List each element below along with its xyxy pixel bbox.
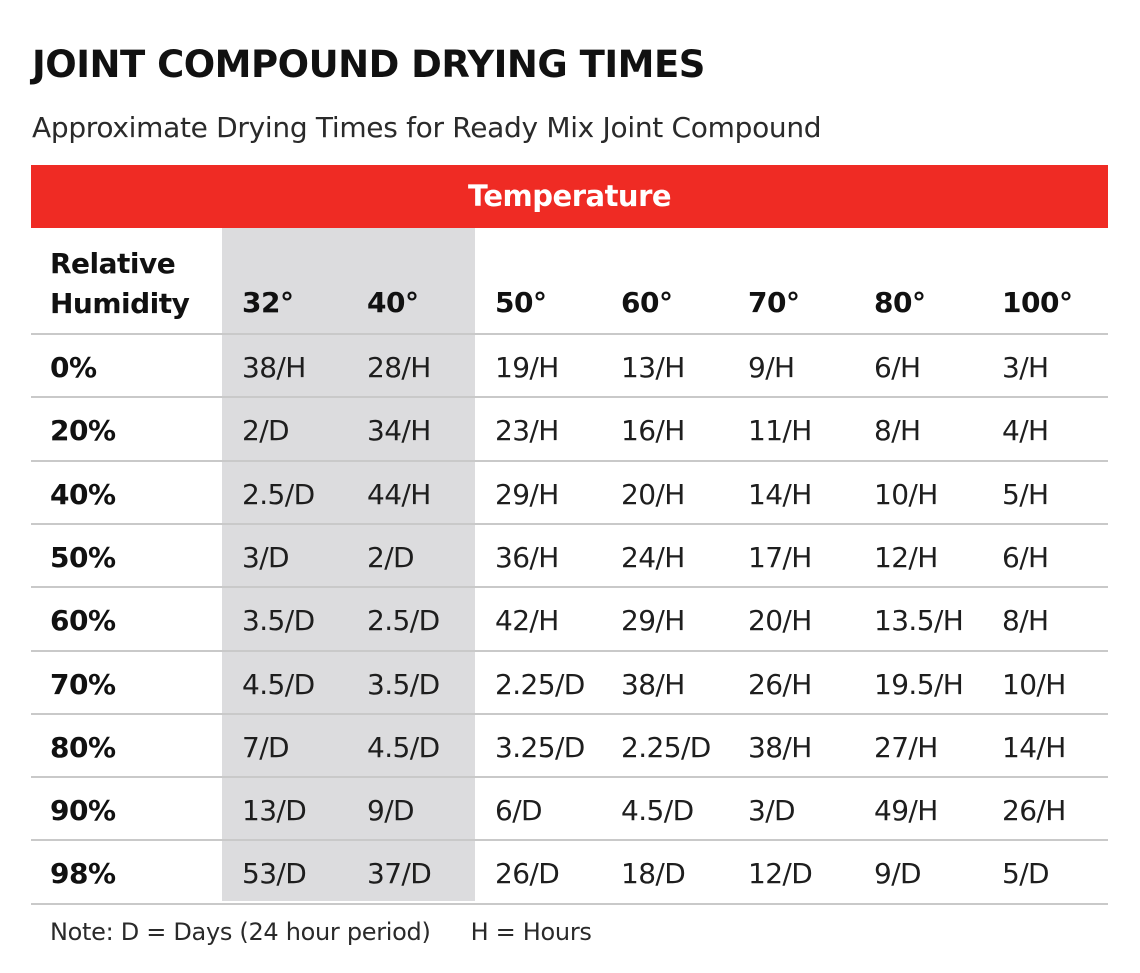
table-cell: 34/H bbox=[367, 414, 431, 447]
table-cell: 44/H bbox=[367, 478, 431, 511]
row-divider bbox=[31, 713, 1108, 715]
table-cell: 20/H bbox=[748, 604, 812, 637]
chart-subtitle: Approximate Drying Times for Ready Mix J… bbox=[32, 111, 822, 144]
row-header-5: 70% bbox=[50, 668, 116, 701]
column-header-0: 32° bbox=[242, 286, 294, 319]
table-cell: 7/D bbox=[242, 731, 290, 764]
note-hours-legend: H = Hours bbox=[470, 918, 592, 946]
table-cell: 11/H bbox=[748, 414, 812, 447]
table-cell: 12/H bbox=[874, 541, 938, 574]
table-cell: 13/H bbox=[621, 351, 685, 384]
table-cell: 9/H bbox=[748, 351, 795, 384]
row-header-3: 50% bbox=[50, 541, 116, 574]
row-divider bbox=[31, 523, 1108, 525]
row-divider bbox=[31, 903, 1108, 905]
column-header-5: 80° bbox=[874, 286, 926, 319]
row-header-7: 90% bbox=[50, 794, 116, 827]
table-cell: 3/D bbox=[748, 794, 796, 827]
table-cell: 2.5/D bbox=[367, 604, 440, 637]
table-cell: 9/D bbox=[367, 794, 415, 827]
table-cell: 14/H bbox=[1002, 731, 1066, 764]
column-header-4: 70° bbox=[748, 286, 800, 319]
table-cell: 2/D bbox=[367, 541, 415, 574]
column-header-3: 60° bbox=[621, 286, 673, 319]
column-header-2: 50° bbox=[495, 286, 547, 319]
table-cell: 3.25/D bbox=[495, 731, 585, 764]
temperature-header-band: Temperature bbox=[31, 165, 1108, 228]
row-header-4: 60% bbox=[50, 604, 116, 637]
table-cell: 29/H bbox=[621, 604, 685, 637]
table-cell: 42/H bbox=[495, 604, 559, 637]
table-cell: 24/H bbox=[621, 541, 685, 574]
table-cell: 37/D bbox=[367, 857, 432, 890]
table-cell: 20/H bbox=[621, 478, 685, 511]
row-divider bbox=[31, 333, 1108, 335]
row-divider bbox=[31, 776, 1108, 778]
table-cell: 5/D bbox=[1002, 857, 1050, 890]
table-cell: 3.5/D bbox=[367, 668, 440, 701]
note-days-legend: Note: D = Days (24 hour period) bbox=[50, 918, 431, 946]
table-cell: 13.5/H bbox=[874, 604, 964, 637]
relative-humidity-header: Relative Humidity bbox=[50, 244, 190, 324]
row-header-0: 0% bbox=[50, 351, 97, 384]
table-cell: 2.25/D bbox=[495, 668, 585, 701]
table-cell: 3.5/D bbox=[242, 604, 315, 637]
below-freezing-shaded-columns bbox=[222, 228, 475, 901]
table-cell: 28/H bbox=[367, 351, 431, 384]
table-cell: 4.5/D bbox=[367, 731, 440, 764]
table-cell: 8/H bbox=[1002, 604, 1049, 637]
table-note: Note: D = Days (24 hour period) H = Hours bbox=[50, 914, 592, 950]
table-cell: 12/D bbox=[748, 857, 813, 890]
table-cell: 2/D bbox=[242, 414, 290, 447]
row-divider bbox=[31, 460, 1108, 462]
row-header-6: 80% bbox=[50, 731, 116, 764]
table-cell: 2.5/D bbox=[242, 478, 315, 511]
table-cell: 26/D bbox=[495, 857, 560, 890]
table-cell: 19/H bbox=[495, 351, 559, 384]
table-cell: 9/D bbox=[874, 857, 922, 890]
table-cell: 19.5/H bbox=[874, 668, 964, 701]
table-cell: 26/H bbox=[1002, 794, 1066, 827]
table-cell: 10/H bbox=[874, 478, 938, 511]
table-cell: 27/H bbox=[874, 731, 938, 764]
table-cell: 14/H bbox=[748, 478, 812, 511]
relative-humidity-header-line-1: Relative bbox=[50, 247, 176, 280]
table-cell: 3/D bbox=[242, 541, 290, 574]
table-cell: 2.25/D bbox=[621, 731, 711, 764]
table-cell: 6/H bbox=[1002, 541, 1049, 574]
table-cell: 49/H bbox=[874, 794, 938, 827]
table-cell: 53/D bbox=[242, 857, 307, 890]
row-header-1: 20% bbox=[50, 414, 116, 447]
chart-title: JOINT COMPOUND DRYING TIMES bbox=[32, 43, 705, 86]
table-cell: 38/H bbox=[748, 731, 812, 764]
table-cell: 38/H bbox=[242, 351, 306, 384]
column-header-1: 40° bbox=[367, 286, 419, 319]
row-divider bbox=[31, 839, 1108, 841]
table-cell: 26/H bbox=[748, 668, 812, 701]
table-cell: 8/H bbox=[874, 414, 921, 447]
table-cell: 6/H bbox=[874, 351, 921, 384]
column-header-6: 100° bbox=[1002, 286, 1073, 319]
table-cell: 38/H bbox=[621, 668, 685, 701]
table-cell: 4/H bbox=[1002, 414, 1049, 447]
row-header-8: 98% bbox=[50, 857, 116, 890]
table-cell: 29/H bbox=[495, 478, 559, 511]
table-cell: 3/H bbox=[1002, 351, 1049, 384]
table-cell: 13/D bbox=[242, 794, 307, 827]
table-cell: 36/H bbox=[495, 541, 559, 574]
row-divider bbox=[31, 650, 1108, 652]
table-cell: 10/H bbox=[1002, 668, 1066, 701]
table-cell: 5/H bbox=[1002, 478, 1049, 511]
relative-humidity-header-line-2: Humidity bbox=[50, 287, 190, 320]
table-cell: 23/H bbox=[495, 414, 559, 447]
row-divider bbox=[31, 586, 1108, 588]
table-cell: 4.5/D bbox=[242, 668, 315, 701]
table-cell: 17/H bbox=[748, 541, 812, 574]
table-cell: 16/H bbox=[621, 414, 685, 447]
table-cell: 4.5/D bbox=[621, 794, 694, 827]
table-cell: 18/D bbox=[621, 857, 686, 890]
row-divider bbox=[31, 396, 1108, 398]
row-header-2: 40% bbox=[50, 478, 116, 511]
table-cell: 6/D bbox=[495, 794, 543, 827]
